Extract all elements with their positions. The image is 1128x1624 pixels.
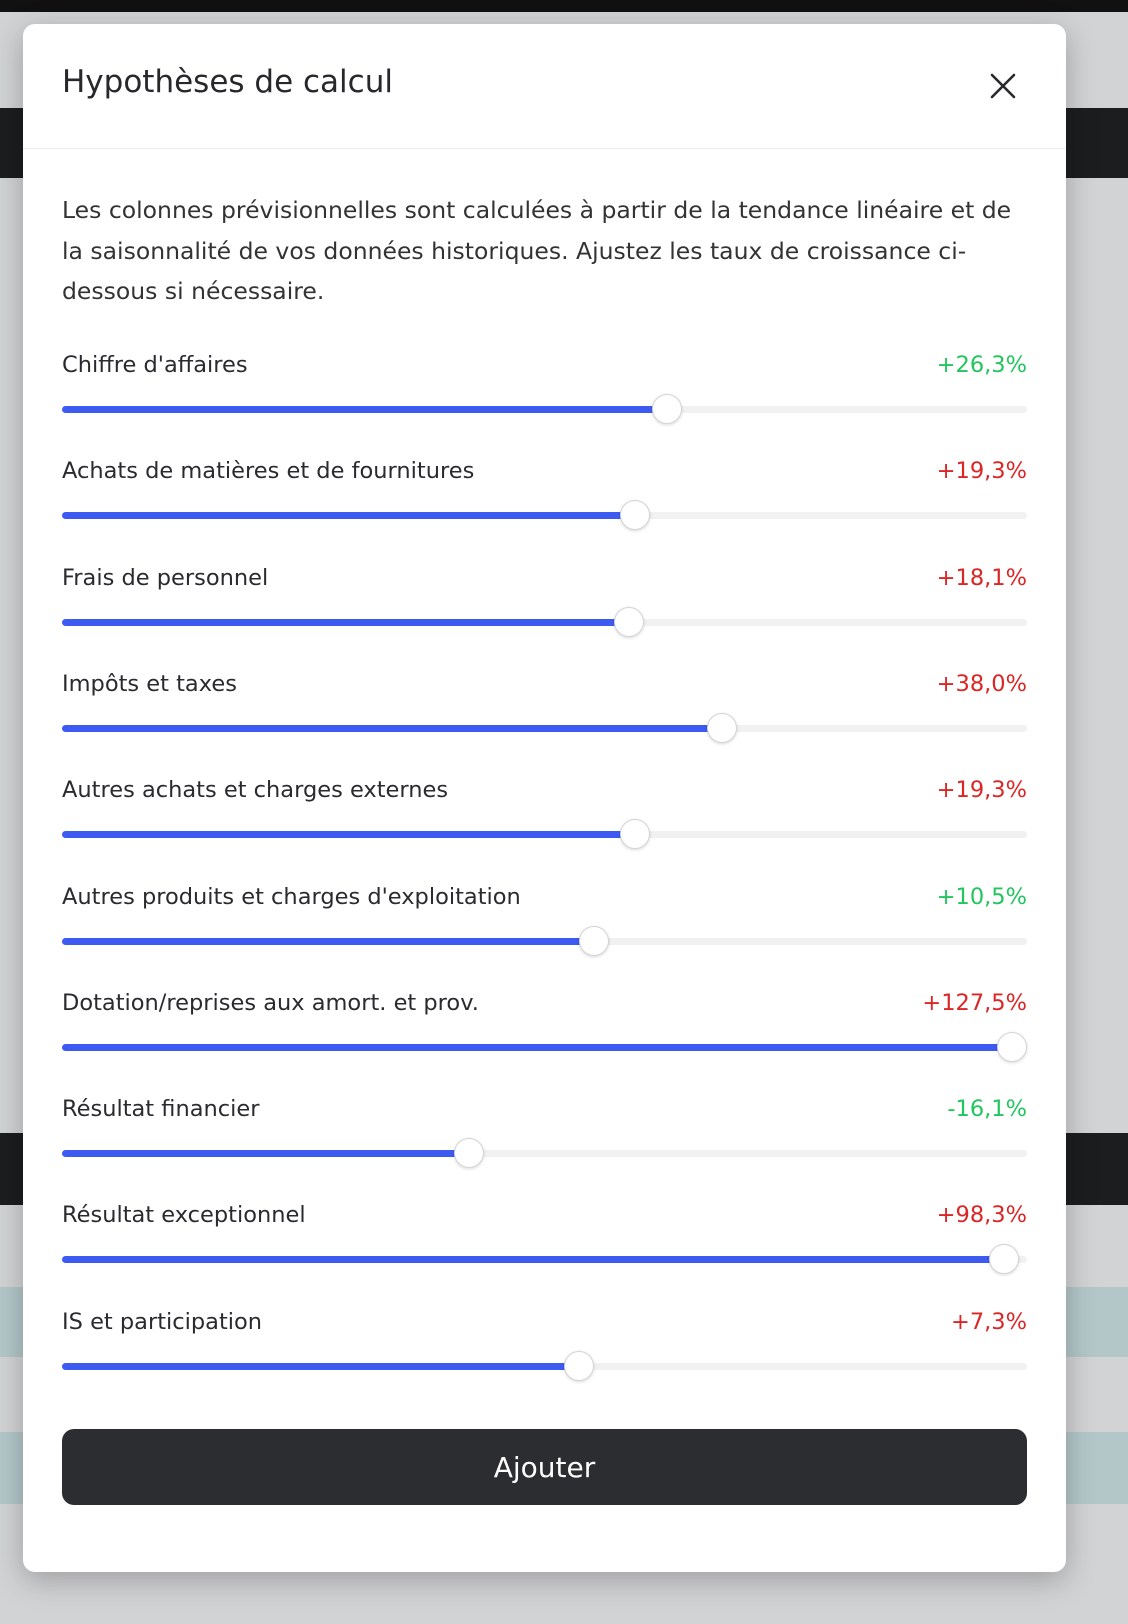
slider-label: Autres achats et charges externes — [62, 777, 449, 804]
slider-track — [62, 819, 1027, 850]
slider-fill — [62, 1362, 579, 1370]
slider-fill — [62, 831, 635, 839]
slider-track — [62, 1031, 1027, 1062]
submit-button[interactable]: Ajouter — [62, 1429, 1027, 1505]
close-button[interactable] — [987, 70, 1019, 102]
slider-thumb[interactable] — [614, 606, 645, 637]
slider-thumb[interactable] — [619, 500, 650, 531]
slider-label: Achats de matières et de fournitures — [62, 458, 475, 485]
slider-thumb[interactable] — [578, 925, 609, 956]
description: Les colonnes prévisionnelles sont calcul… — [62, 196, 1012, 305]
slider-value: +10,5% — [936, 883, 1027, 910]
modal-header: Hypothèses de calcul — [23, 24, 1066, 149]
slider-track — [62, 712, 1027, 743]
slider-label: Résultat financier — [62, 1096, 260, 1123]
slider-value: +7,3% — [950, 1308, 1027, 1335]
slider-fill — [62, 512, 635, 520]
slider-track — [62, 925, 1027, 956]
slider-value: +19,3% — [936, 458, 1027, 485]
slider-track — [62, 1244, 1027, 1275]
slider-thumb[interactable] — [707, 712, 738, 743]
slider-track — [62, 394, 1027, 424]
slider-fill — [62, 724, 723, 732]
slider-fill — [62, 1150, 470, 1158]
slider-value: +18,1% — [936, 564, 1027, 591]
slider-track — [62, 1138, 1027, 1169]
slider-thumb[interactable] — [454, 1138, 485, 1169]
slider-label: Impôts et taxes — [62, 670, 237, 697]
slider-fill — [62, 937, 594, 945]
slider-label: Chiffre d'affaires — [62, 352, 248, 378]
slider-value: +127,5% — [922, 989, 1027, 1016]
slider-fill — [62, 1256, 1005, 1264]
slider-fill — [62, 618, 630, 626]
slider-thumb[interactable] — [563, 1350, 594, 1381]
slider-thumb[interactable] — [619, 819, 650, 850]
modal-title: Hypothèses de calcul — [62, 64, 393, 100]
slider-thumb[interactable] — [652, 394, 683, 424]
slider-fill — [62, 1043, 1012, 1051]
slider-fill — [62, 406, 668, 413]
slider-thumb[interactable] — [997, 1031, 1027, 1062]
slider-label: Autres produits et charges d'exploitatio… — [62, 883, 521, 910]
backdrop-bar — [0, 0, 1128, 12]
slider-track — [62, 606, 1027, 637]
slider-track — [62, 500, 1027, 531]
slider-label: IS et participation — [62, 1308, 263, 1335]
slider-value: +98,3% — [936, 1202, 1027, 1229]
slider-track — [62, 1350, 1027, 1381]
slider-label: Dotation/reprises aux amort. et prov. — [62, 989, 479, 1016]
slider-value: -16,1% — [947, 1096, 1027, 1123]
slider-value: +19,3% — [936, 777, 1027, 804]
slider-value: +38,0% — [936, 670, 1027, 697]
slider-label: Résultat exceptionnel — [62, 1202, 306, 1229]
slider-label: Frais de personnel — [62, 564, 269, 591]
modal: Hypothèses de calcul Les colonnes prévis… — [23, 24, 1066, 1572]
slider-thumb[interactable] — [989, 1244, 1020, 1275]
slider-value: +26,3% — [936, 352, 1027, 378]
